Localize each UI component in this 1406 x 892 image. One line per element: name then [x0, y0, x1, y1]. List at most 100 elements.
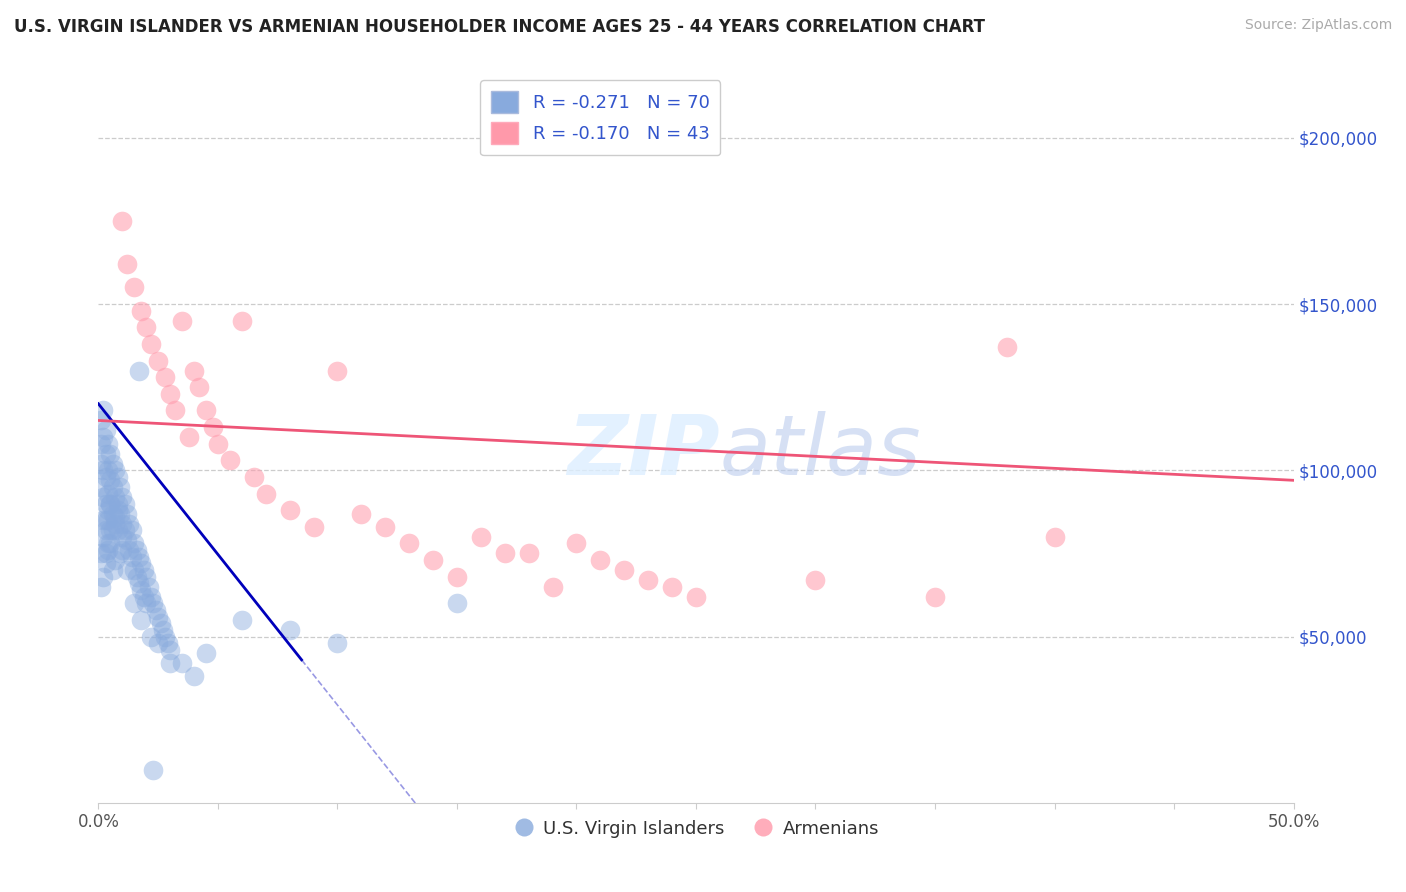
Point	[138, 580, 160, 594]
Point	[187, 380, 209, 394]
Point	[278, 503, 301, 517]
Point	[685, 590, 707, 604]
Point	[637, 573, 659, 587]
Point	[195, 646, 218, 660]
Point	[231, 314, 253, 328]
Point	[90, 480, 112, 494]
Point	[98, 447, 122, 461]
Point	[148, 353, 170, 368]
Point	[139, 337, 162, 351]
Point	[97, 503, 120, 517]
Point	[94, 447, 117, 461]
Point	[91, 490, 114, 504]
Point	[101, 507, 124, 521]
Point	[97, 436, 120, 450]
Point	[302, 520, 325, 534]
Point	[179, 430, 201, 444]
Point	[91, 430, 114, 444]
Point	[124, 596, 146, 610]
Point	[108, 546, 131, 560]
Point	[121, 549, 143, 564]
Point	[924, 590, 946, 604]
Point	[90, 580, 112, 594]
Point	[613, 563, 636, 577]
Point	[118, 543, 141, 558]
Point	[159, 643, 181, 657]
Point	[104, 516, 127, 531]
Point	[124, 536, 146, 550]
Point	[517, 546, 540, 560]
Point	[98, 497, 122, 511]
Point	[98, 536, 122, 550]
Point	[142, 763, 165, 777]
Text: atlas: atlas	[720, 411, 921, 492]
Point	[207, 436, 229, 450]
Point	[94, 513, 117, 527]
Point	[91, 403, 114, 417]
Point	[94, 523, 117, 537]
Point	[128, 576, 150, 591]
Point	[128, 549, 150, 564]
Point	[139, 630, 162, 644]
Point	[243, 470, 266, 484]
Point	[115, 563, 138, 577]
Point	[148, 636, 170, 650]
Point	[159, 656, 181, 670]
Point	[118, 516, 141, 531]
Point	[91, 570, 114, 584]
Point	[114, 497, 136, 511]
Point	[98, 523, 122, 537]
Point	[183, 669, 205, 683]
Point	[90, 413, 112, 427]
Point	[494, 546, 516, 560]
Point	[163, 403, 186, 417]
Point	[142, 596, 165, 610]
Point	[254, 486, 277, 500]
Point	[155, 630, 177, 644]
Point	[398, 536, 420, 550]
Point	[148, 609, 170, 624]
Point	[219, 453, 242, 467]
Point	[132, 563, 155, 577]
Point	[446, 570, 468, 584]
Point	[131, 613, 153, 627]
Point	[97, 513, 120, 527]
Point	[131, 303, 153, 318]
Point	[541, 580, 564, 594]
Point	[155, 370, 177, 384]
Point	[111, 530, 134, 544]
Point	[995, 340, 1018, 354]
Point	[114, 523, 136, 537]
Point	[97, 463, 120, 477]
Point	[108, 480, 131, 494]
Point	[91, 513, 114, 527]
Point	[107, 503, 129, 517]
Point	[101, 457, 124, 471]
Point	[156, 636, 179, 650]
Point	[231, 613, 253, 627]
Point	[98, 497, 122, 511]
Point	[135, 570, 157, 584]
Point	[104, 509, 127, 524]
Point	[446, 596, 468, 610]
Point	[326, 363, 349, 377]
Point	[107, 523, 129, 537]
Point	[183, 363, 205, 377]
Point	[104, 463, 127, 477]
Point	[172, 314, 194, 328]
Point	[149, 616, 172, 631]
Point	[91, 530, 114, 544]
Point	[128, 363, 150, 377]
Point	[94, 497, 117, 511]
Point	[90, 546, 112, 560]
Point	[108, 507, 131, 521]
Point	[135, 596, 157, 610]
Point	[132, 590, 155, 604]
Point	[91, 463, 114, 477]
Point	[145, 603, 167, 617]
Point	[97, 543, 120, 558]
Text: ZIP: ZIP	[567, 411, 720, 492]
Point	[107, 497, 129, 511]
Point	[139, 590, 162, 604]
Point	[195, 403, 218, 417]
